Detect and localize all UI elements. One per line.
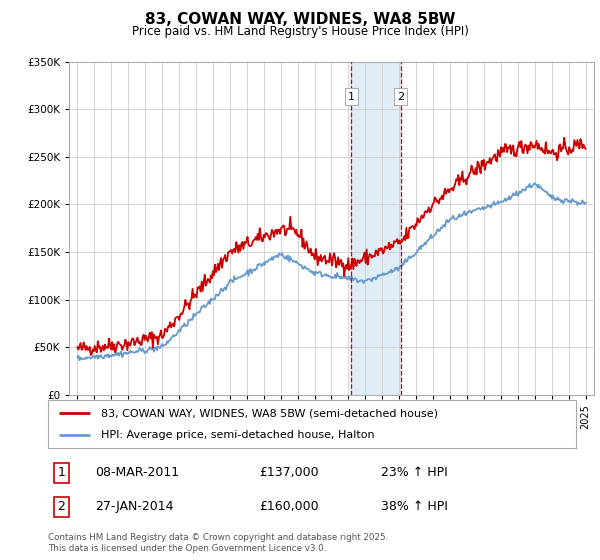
Text: 1: 1: [348, 92, 355, 101]
Text: 83, COWAN WAY, WIDNES, WA8 5BW: 83, COWAN WAY, WIDNES, WA8 5BW: [145, 12, 455, 27]
Text: HPI: Average price, semi-detached house, Halton: HPI: Average price, semi-detached house,…: [101, 430, 374, 440]
Text: £160,000: £160,000: [259, 500, 319, 513]
Text: 38% ↑ HPI: 38% ↑ HPI: [380, 500, 448, 513]
Bar: [352, 62, 401, 395]
Text: 2: 2: [397, 92, 404, 101]
Text: 27-JAN-2014: 27-JAN-2014: [95, 500, 174, 513]
Text: £137,000: £137,000: [259, 466, 319, 479]
Text: 83, COWAN WAY, WIDNES, WA8 5BW (semi-detached house): 83, COWAN WAY, WIDNES, WA8 5BW (semi-det…: [101, 408, 438, 418]
Text: 08-MAR-2011: 08-MAR-2011: [95, 466, 179, 479]
Text: 2: 2: [57, 500, 65, 513]
Text: Contains HM Land Registry data © Crown copyright and database right 2025.
This d: Contains HM Land Registry data © Crown c…: [48, 533, 388, 553]
Text: 1: 1: [57, 466, 65, 479]
Text: 23% ↑ HPI: 23% ↑ HPI: [380, 466, 448, 479]
Text: Price paid vs. HM Land Registry's House Price Index (HPI): Price paid vs. HM Land Registry's House …: [131, 25, 469, 38]
